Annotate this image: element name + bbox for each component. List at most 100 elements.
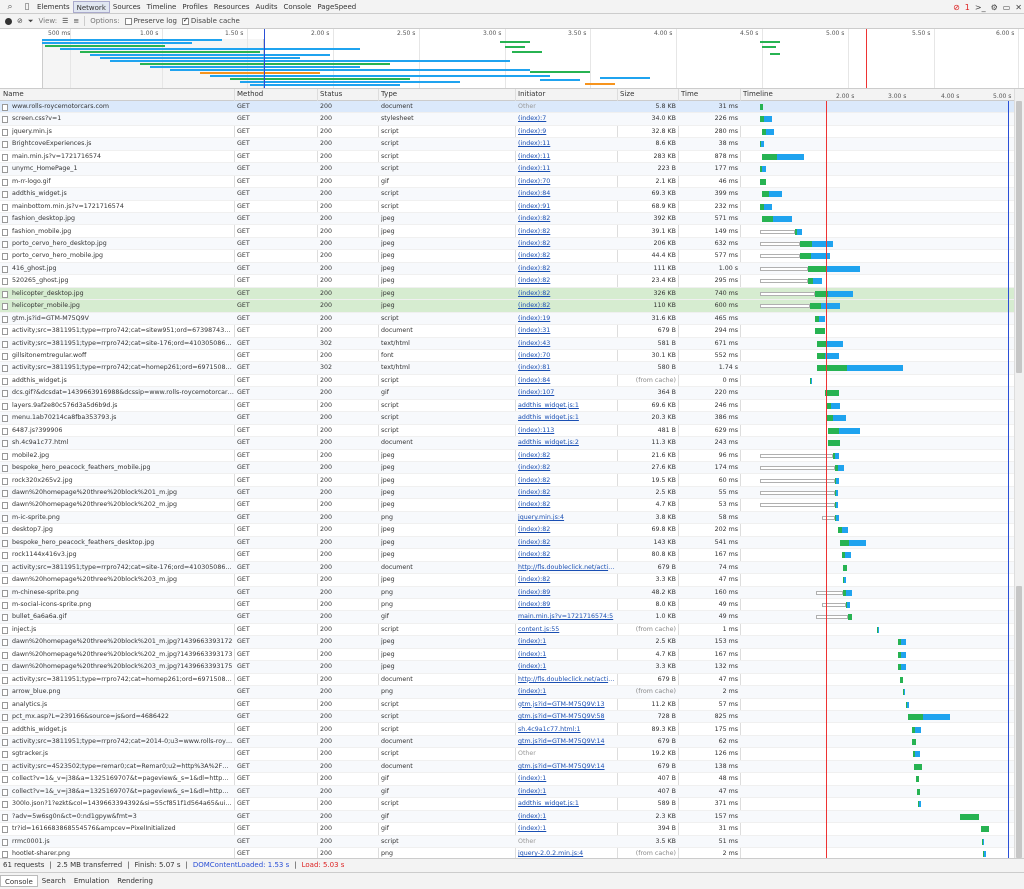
request-initiator[interactable]: (index):113 (518, 426, 555, 434)
request-initiator[interactable]: (index):82 (518, 551, 551, 559)
request-initiator[interactable]: addthis_widget.js:1 (518, 401, 579, 409)
request-initiator[interactable]: (index):19 (518, 314, 551, 322)
large-rows-button[interactable]: ☰ (62, 17, 68, 25)
drawer-tab-emulation[interactable]: Emulation (73, 877, 110, 885)
table-row[interactable]: collect?v=1&_v=j38&a=1325169707&t=pagevi… (0, 785, 1014, 799)
request-name[interactable]: hootlet-sharer.png (12, 850, 70, 857)
request-name[interactable]: pct_mx.asp?L=239166&source=js&ord=468642… (12, 713, 169, 721)
table-row[interactable]: addthis_widget.js GET 200 script (index):84 (… (0, 375, 1014, 388)
request-initiator[interactable]: (index):81 (518, 364, 551, 372)
request-name[interactable]: gillsitonemtregular.woff (12, 352, 87, 359)
request-name[interactable]: rock320x265v2.jpg (12, 476, 73, 484)
table-row[interactable]: rock320x265v2.jpg GET 200 jpeg (index):82 19.… (0, 475, 1014, 487)
request-name[interactable]: m-ic-sprite.png (12, 513, 60, 521)
request-name[interactable]: arrow_blue.png (12, 688, 61, 696)
request-initiator[interactable]: (index):89 (518, 588, 551, 596)
request-initiator[interactable]: (index):82 (518, 488, 551, 496)
request-name[interactable]: screen.css?v=1 (12, 115, 62, 123)
request-name[interactable]: activity;src=3811951;type=rrpro742;cat=h… (12, 675, 234, 683)
table-row[interactable]: activity;src=3811951;type=rrpro742;cat=h… (0, 674, 1014, 687)
request-name[interactable]: helicopter_desktop.jpg (12, 289, 84, 297)
table-row[interactable]: menu.1ab70214ca8fba353793.js GET 200 script… (0, 412, 1014, 425)
table-row[interactable]: fashion_desktop.jpg GET 200 jpeg (index):82 3… (0, 213, 1014, 226)
request-name[interactable]: m-social-icons-sprite.png (12, 601, 92, 608)
request-name[interactable]: activity;src=4523502;type=remar0;cat=Rem… (12, 762, 234, 770)
tab-pagespeed[interactable]: PageSpeed (317, 2, 357, 11)
table-row[interactable]: 300lo.json?1?ezkt&col=1439663394392&si=5… (0, 798, 1014, 811)
request-initiator[interactable]: (index):1 (518, 650, 547, 658)
table-row[interactable]: analytics.js GET 200 script gtm.js?id=GTM-M7… (0, 699, 1014, 712)
request-name[interactable]: addthis_widget.js (12, 376, 67, 384)
request-name[interactable]: fashion_mobile.jpg (12, 227, 72, 235)
console-drawer-icon[interactable]: >_ (974, 2, 986, 12)
request-name[interactable]: mainbottom.min.js?v=1721716574 (12, 202, 124, 210)
request-initiator[interactable]: (index):1 (518, 775, 547, 783)
request-initiator[interactable]: (index):43 (518, 339, 551, 347)
request-name[interactable]: addthis_widget.js (12, 190, 67, 198)
table-row[interactable]: dawn%20homepage%20three%20block%203_m.jp… (0, 661, 1014, 674)
request-name[interactable]: activity;src=3811951;type=rrpro742;cat=s… (12, 563, 234, 571)
table-row[interactable]: gtm.js?id=GTM-M75Q9V GET 200 script (index):… (0, 312, 1014, 326)
column-status[interactable]: Status (320, 90, 343, 98)
request-initiator[interactable]: jquery.min.js:4 (518, 513, 565, 521)
request-name[interactable]: ?adv=5w6sg0n&ct=0:nd1gpyw&fmt=3 (12, 812, 137, 820)
tab-resources[interactable]: Resources (213, 2, 250, 11)
tab-audits[interactable]: Audits (255, 2, 278, 11)
request-initiator[interactable]: (index):1 (518, 638, 547, 646)
request-initiator[interactable]: (index):31 (518, 327, 551, 335)
request-initiator[interactable]: http://fls.doubleclick.net/activit... (518, 675, 618, 683)
table-row[interactable]: dawn%20homepage%20three%20block%203_m.jp… (0, 574, 1014, 587)
request-initiator[interactable]: (index):84 (518, 190, 551, 198)
device-mode-icon[interactable]: ▯ (24, 1, 30, 12)
overview-toggle-button[interactable]: ≡ (73, 17, 79, 25)
request-initiator[interactable]: (index):82 (518, 239, 551, 247)
tab-sources[interactable]: Sources (112, 2, 141, 11)
request-initiator[interactable]: gtm.js?id=GTM-M75Q9V:13 (518, 700, 605, 708)
table-row[interactable]: addthis_widget.js GET 200 script (index):84 6… (0, 188, 1014, 201)
request-initiator[interactable]: (index):82 (518, 264, 551, 272)
table-row[interactable]: www.rolls-roycemotorcars.com GET 200 docume… (0, 101, 1014, 114)
request-name[interactable]: activity;src=3811951;type=rrpro742;cat=s… (12, 339, 234, 347)
request-name[interactable]: rock1144x416v3.jpg (12, 551, 77, 559)
request-name[interactable]: bespoke_hero_peacock_feathers_desktop.jp… (12, 538, 155, 546)
table-row[interactable]: ?adv=5w6sg0n&ct=0:nd1gpyw&fmt=3 GET 200 gif… (0, 810, 1014, 824)
table-row[interactable]: dawn%20homepage%20three%20block%202_m.jp… (0, 649, 1014, 662)
table-row[interactable]: unymc_HomePage_1 GET 200 script (index):11 22… (0, 163, 1014, 176)
request-name[interactable]: helicopter_mobile.jpg (12, 302, 80, 310)
table-row[interactable]: inject.js GET 200 script content.js:55 (from … (0, 624, 1014, 637)
request-initiator[interactable]: (index):11 (518, 165, 551, 173)
request-initiator[interactable]: jquery-2.0.2.min.js:4 (518, 850, 584, 857)
request-initiator[interactable]: (index):9 (518, 127, 547, 135)
request-name[interactable]: analytics.js (12, 700, 48, 708)
request-name[interactable]: collect?v=1&_v=j38&a=1325169707&t=pagevi… (12, 775, 234, 783)
request-name[interactable]: porto_cervo_hero_mobile.jpg (12, 252, 103, 260)
table-row[interactable]: porto_cervo_hero_desktop.jpg GET 200 jpeg (i… (0, 237, 1014, 251)
request-name[interactable]: activity;src=3811951;type=rrpro742;cat=s… (12, 327, 234, 335)
column-size[interactable]: Size (620, 90, 635, 98)
request-name[interactable]: dcs.gif?&dcsdat=1439663916988&dcssip=www… (12, 389, 234, 397)
request-name[interactable]: desktop7.jpg (12, 526, 53, 534)
request-initiator[interactable]: (index):82 (518, 576, 551, 584)
request-name[interactable]: addthis_widget.js (12, 725, 67, 733)
request-name[interactable]: main.min.js?v=1721716574 (12, 152, 102, 160)
request-initiator[interactable]: (index):11 (518, 140, 551, 148)
tab-profiles[interactable]: Profiles (182, 2, 208, 11)
drawer-tab-search[interactable]: Search (41, 877, 66, 885)
request-name[interactable]: jquery.min.js (12, 127, 52, 135)
close-icon[interactable]: ✕ (1015, 2, 1022, 12)
tab-console[interactable]: Console (283, 2, 312, 11)
request-initiator[interactable]: gtm.js?id=GTM-M75Q9V:14 (518, 762, 605, 770)
request-name[interactable]: BrightcoveExperiences.js (12, 140, 92, 148)
table-row[interactable]: collect?v=1&_v=j38&a=1325169707&t=pagevi… (0, 773, 1014, 786)
request-name[interactable]: sgtracker.js (12, 750, 48, 758)
table-row[interactable]: bespoke_hero_peacock_feathers_mobile.jpg… (0, 462, 1014, 475)
preserve-log-checkbox[interactable]: Preserve log (124, 17, 177, 25)
request-initiator[interactable]: addthis_widget.js:1 (518, 414, 579, 422)
error-icon[interactable]: ⊘ (953, 2, 960, 12)
column-time[interactable]: Time (681, 90, 699, 98)
table-row[interactable]: arrow_blue.png GET 200 png (index):1 (from ca… (0, 686, 1014, 699)
table-row[interactable]: layers.9af2e80c576d3a5d6b9d.js GET 200 scri… (0, 400, 1014, 413)
table-row[interactable]: helicopter_desktop.jpg GET 200 jpeg (index):… (0, 287, 1014, 301)
request-initiator[interactable]: (index):70 (518, 177, 551, 185)
table-row[interactable]: fashion_mobile.jpg GET 200 jpeg (index):82 39… (0, 226, 1014, 238)
